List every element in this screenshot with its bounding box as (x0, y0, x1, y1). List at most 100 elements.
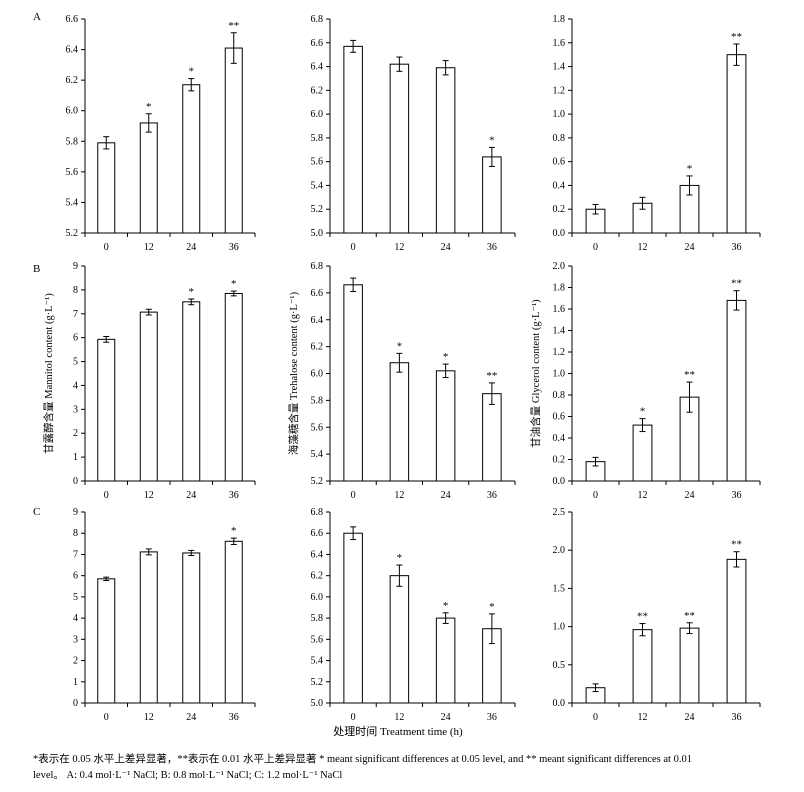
panel-label-b: B (33, 263, 40, 275)
chart-b3-significance-mark: ** (684, 369, 695, 381)
chart-a3-y-tick-label: 0.0 (553, 228, 566, 239)
panel-label-c: C (33, 506, 40, 518)
chart-c2-y-tick-label: 5.6 (311, 634, 324, 645)
chart-a1-y-tick-label: 5.6 (66, 167, 79, 178)
chart-a3-x-tick-label: 12 (638, 242, 648, 253)
chart-a3-x-tick-label: 24 (685, 242, 695, 253)
chart-b3-x-tick-label: 12 (638, 490, 648, 501)
chart-c3-y-tick-label: 2.5 (553, 507, 566, 518)
chart-c1-bar (224, 540, 243, 704)
chart-b2-y-tick-label: 5.8 (311, 395, 324, 406)
chart-b2-bar (343, 284, 363, 482)
chart-a1-x-tick-label: 12 (144, 242, 154, 253)
chart-a3-y-tick-label: 0.4 (553, 180, 566, 191)
chart-a3-y-tick-label: 1.0 (553, 109, 566, 120)
chart-b1-bar (224, 292, 243, 482)
chart-c2-x-tick-label: 24 (441, 712, 451, 723)
chart-b2-bar (389, 362, 410, 482)
chart-c2-y-tick-label: 5.4 (311, 656, 324, 667)
chart-b2-bar (435, 370, 456, 482)
chart-c3-y-tick-label: 1.5 (553, 583, 566, 594)
chart-b1-x-tick-label: 24 (186, 490, 196, 501)
chart-b2-y-tick-label: 6.6 (311, 288, 324, 299)
chart-a2-x-tick-label: 36 (487, 242, 497, 253)
chart-b1-y-axis-label: 甘露醇含量 Mannitol content (g·L⁻¹) (42, 293, 55, 454)
chart-b2-x-tick-label: 12 (394, 490, 404, 501)
chart-c2-significance-mark: * (443, 600, 449, 612)
chart-c1-y-tick-label: 3 (73, 634, 78, 645)
chart-a2-bar (343, 45, 363, 234)
chart-a2-y-tick-label: 6.2 (311, 85, 324, 96)
chart-b3-y-tick-label: 0.4 (553, 433, 566, 444)
chart-b2-y-tick-label: 6.2 (311, 342, 324, 353)
chart-c3-bar (632, 629, 653, 704)
chart-c1-bar (97, 578, 116, 704)
chart-a3-y-tick-label: 0.8 (553, 133, 566, 144)
chart-c3-bar (726, 558, 747, 704)
chart-a3-significance-mark: ** (731, 31, 742, 43)
chart-b2-x-tick-label: 36 (487, 490, 497, 501)
chart-b2-y-tick-label: 5.2 (311, 476, 324, 487)
chart-b1-bar (139, 311, 158, 482)
chart-b3: 0.0 0.2 0.4 0.6 0.8 1.0 1.2 1.4 1.6 1.8 2.0 0 * 12 ** 2… (529, 261, 761, 501)
chart-c1-significance-mark: * (231, 525, 237, 537)
chart-b3-y-tick-label: 0.8 (553, 390, 566, 401)
chart-b3-y-tick-label: 1.8 (553, 283, 566, 294)
chart-c2-y-tick-label: 6.8 (311, 507, 324, 518)
chart-b3-y-tick-label: 2.0 (553, 261, 566, 272)
chart-c1-y-tick-label: 5 (73, 592, 78, 603)
chart-b3-bar (726, 299, 747, 482)
chart-a1-y-tick-label: 6.6 (66, 14, 79, 25)
caption-line-1: *表示在 0.05 水平上差异显著，**表示在 0.01 水平上差异显著 * m… (33, 754, 692, 765)
chart-c2-y-tick-label: 5.2 (311, 677, 324, 688)
chart-a2-y-tick-label: 5.0 (311, 228, 324, 239)
chart-a1-y-tick-label: 5.2 (66, 228, 79, 239)
chart-a1-y-tick-label: 5.4 (66, 197, 79, 208)
chart-b3-y-tick-label: 0.6 (553, 412, 566, 423)
chart-a2-y-tick-label: 6.8 (311, 14, 324, 25)
panel-label-a: A (33, 11, 41, 23)
chart-b3-y-tick-label: 1.2 (553, 347, 566, 358)
chart-a2-bar (435, 67, 456, 234)
chart-c1-y-tick-label: 0 (73, 698, 78, 709)
chart-b2-y-tick-label: 6.0 (311, 369, 324, 380)
chart-a2-x-tick-label: 0 (351, 242, 356, 253)
chart-b1-y-tick-label: 2 (73, 428, 78, 439)
chart-c1-y-tick-label: 6 (73, 571, 78, 582)
chart-b2-y-axis-label: 海藻糖含量 Trehalose content (g·L⁻¹) (287, 291, 300, 455)
chart-b3-y-tick-label: 1.6 (553, 304, 566, 315)
chart-c1-x-tick-label: 0 (104, 712, 109, 723)
chart-c1-x-tick-label: 12 (144, 712, 154, 723)
chart-b1-y-tick-label: 5 (73, 357, 78, 368)
chart-c2-significance-mark: * (489, 601, 495, 613)
chart-c2-x-tick-label: 12 (394, 712, 404, 723)
chart-c1-x-tick-label: 24 (186, 712, 196, 723)
chart-a2-y-tick-label: 6.4 (311, 62, 324, 73)
chart-a1-significance-mark: * (146, 101, 152, 113)
chart-b2-x-tick-label: 24 (441, 490, 451, 501)
chart-c3-x-tick-label: 12 (638, 712, 648, 723)
chart-b1-significance-mark: * (231, 278, 237, 290)
chart-a1-y-tick-label: 6.0 (66, 106, 79, 117)
chart-b3-significance-mark: * (640, 406, 646, 418)
chart-a1-y-tick-label: 6.2 (66, 75, 79, 86)
chart-c1-y-tick-label: 7 (73, 549, 78, 560)
chart-c3-significance-mark: ** (684, 610, 695, 622)
chart-b1-bar (182, 301, 201, 482)
chart-c2-y-tick-label: 6.4 (311, 549, 324, 560)
chart-b3-y-tick-label: 1.4 (553, 326, 566, 337)
chart-c2-bar (435, 617, 456, 704)
chart-b3-y-axis-label: 甘油含量 Glycerol content (g·L⁻¹) (529, 299, 542, 448)
chart-a3-x-tick-label: 0 (593, 242, 598, 253)
chart-c1-y-tick-label: 1 (73, 677, 78, 688)
chart-a1-x-tick-label: 24 (186, 242, 196, 253)
chart-b1-y-tick-label: 7 (73, 309, 78, 320)
chart-b3-significance-mark: ** (731, 278, 742, 290)
chart-c3-y-tick-label: 2.0 (553, 545, 566, 556)
chart-b1-y-tick-label: 4 (73, 380, 78, 391)
chart-c1-y-tick-label: 2 (73, 656, 78, 667)
chart-a3-bar (726, 54, 747, 234)
chart-b1-y-tick-label: 0 (73, 476, 78, 487)
chart-b3-y-tick-label: 0.0 (553, 476, 566, 487)
